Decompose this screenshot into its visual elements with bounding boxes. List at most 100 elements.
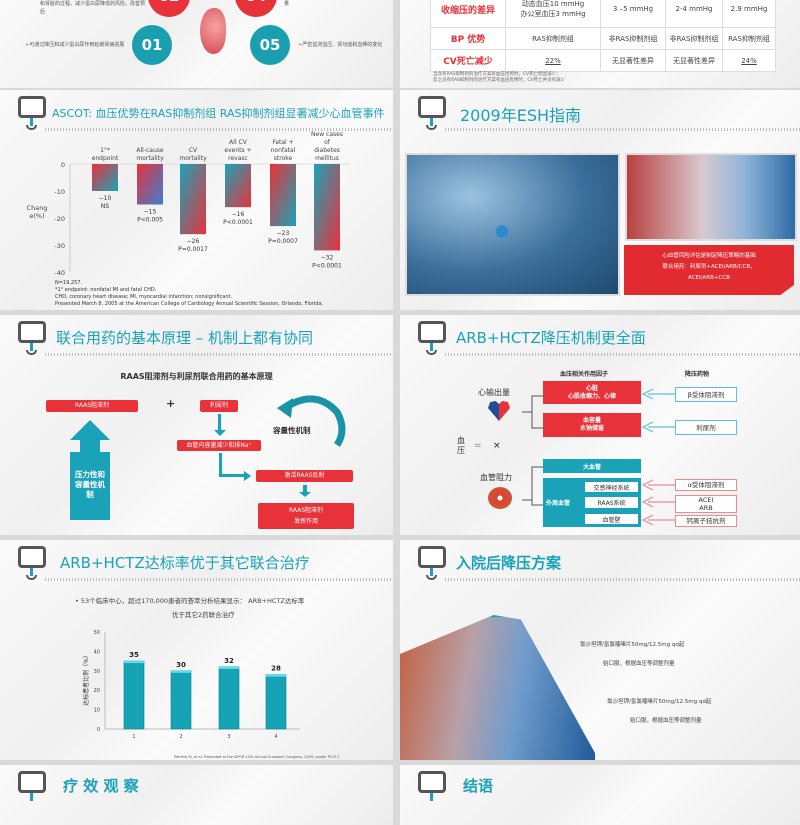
text-right: ➢严密监测血压、肾功能和血钾的变化 xyxy=(298,42,383,48)
note-line: 当含有RAS抑制剂的治疗方案有血压优势时，CV死亡明显减少； xyxy=(433,72,561,77)
slide-conclusion[interactable]: 结语 xyxy=(400,765,800,825)
footnotes: N=19,257. *1° endpoint: nonfatal MI and … xyxy=(55,280,323,308)
table-cell: RAS抑制剂组 xyxy=(722,27,776,50)
slide-esh[interactable]: 2009年ESH指南 心血管风险评估是制定降压策略的基础 联合用药：利尿剂+AC… xyxy=(400,90,800,310)
x-tick-label: 4 xyxy=(274,734,277,740)
slide-comparison-table[interactable]: 收缩压的差异 动态血压10 mmHg 办公室血压3 mmHg 3 –5 mmHg 2-… xyxy=(400,0,800,88)
vessel-wall-box: 血管壁 xyxy=(585,514,638,524)
monitor-stand xyxy=(30,568,33,576)
p-value-label: NS xyxy=(101,203,109,210)
bp-label: 血压 xyxy=(457,436,465,455)
row-label: 收缩压的差异 xyxy=(430,0,506,28)
resistance-label: 血管阻力 xyxy=(480,473,512,482)
monitor-base xyxy=(426,575,437,580)
monitor-stand xyxy=(430,118,433,126)
plan-line: 始口服，根据血压等调整剂量 xyxy=(603,661,675,667)
p-value-label: P<0.0001 xyxy=(223,219,253,226)
category-label: diabetes xyxy=(314,147,340,154)
bar-highlight xyxy=(266,674,286,677)
slide-efficacy[interactable]: 疗 效 观 察 xyxy=(0,765,393,825)
plus-sign: + xyxy=(166,397,176,410)
row-label: CV死亡减少 xyxy=(430,49,506,72)
category-label: nonfatal xyxy=(271,147,296,154)
slide-kidney[interactable]: 和肾脏的过程，减少蛋白尿降低的风险，改善预后 量 02 04 01 05 ➢可通… xyxy=(0,0,393,88)
table-cell: 非RAS抑制剂组 xyxy=(665,27,723,50)
big-arrow-head xyxy=(70,420,110,440)
category-label: Fatal + xyxy=(272,139,293,146)
arrow-elbow xyxy=(219,474,244,477)
acei-label: ACEI xyxy=(698,496,714,504)
monitor-icon xyxy=(18,546,46,568)
comparison-table: 收缩压的差异 动态血压10 mmHg 办公室血压3 mmHg 3 –5 mmHg 2-… xyxy=(430,0,776,72)
p-value-label: P=0.0007 xyxy=(268,238,298,245)
peripheral-label: 外周血管 xyxy=(546,500,571,507)
footnote: Presented March 8, 2005 at the American … xyxy=(55,301,324,307)
factors-header: 血压相关作用因子 xyxy=(560,371,609,378)
category-label: mortality xyxy=(136,155,164,162)
monitor-icon xyxy=(418,96,446,118)
volume-mechanism-label: 容量性机制 xyxy=(273,426,311,435)
p-value-label: P<0.0001 xyxy=(312,262,342,269)
heart-box-sub: 心肌收缩力、心律 xyxy=(567,392,616,400)
table-cell: 无显著性差异 xyxy=(665,49,723,72)
monitor-icon xyxy=(18,321,46,343)
y-tick-label: 30 xyxy=(94,669,100,675)
category-label: 1°* xyxy=(100,147,110,154)
x-tick-label: 1 xyxy=(132,734,135,740)
lab-photo xyxy=(625,153,797,241)
p-value-label: P=0.0017 xyxy=(178,246,208,253)
monitor-base xyxy=(26,125,37,130)
divider xyxy=(445,353,800,356)
table-cell: 24% xyxy=(722,49,776,72)
slide-arb-hctz-rate[interactable]: ARB+HCTZ达标率优于其它联合治疗 • 53个临床中心，超过170,000患… xyxy=(0,540,393,760)
diuretic-drug-box: 利尿剂 xyxy=(675,420,737,435)
arb-label: ARB xyxy=(699,504,713,512)
guideline-line: ACEI/ARB+CCB xyxy=(688,275,730,281)
monitor-icon xyxy=(418,321,446,343)
y-tick-label: -40 xyxy=(54,269,65,277)
volume-box: 血容量 水钠储留 xyxy=(543,413,641,437)
times-sign: × xyxy=(493,441,501,451)
y-tick-label: -20 xyxy=(54,215,65,223)
table-cell: 3 –5 mmHg xyxy=(600,0,666,28)
category-label: endpoint xyxy=(92,155,119,162)
row-label: BP 优势 xyxy=(430,27,506,50)
plan-line: 氯沙坦钾/氢氯噻嗪片50mg/12.5mg qd起 xyxy=(607,699,712,705)
ccb-box: 钙离子拮抗剂 xyxy=(675,515,737,527)
arrow-elbow xyxy=(219,453,222,477)
acei-arb-box: ACEI ARB xyxy=(675,495,737,513)
slide-combination-principle[interactable]: 联合用药的基本原理 – 机制上都有协同 RAAS阻滞剂与利尿剂联合用药的基本原理… xyxy=(0,315,393,535)
slide-ascot[interactable]: ASCOT: 血压优势在RAS抑制剂组 RAS抑制剂组显著减少心血管事件 0 -1… xyxy=(0,90,393,310)
table-cell: 2.9 mmHg xyxy=(722,0,776,28)
slide-title: ARB+HCTZ降压机制更全面 xyxy=(456,329,646,347)
slide-admission-plan[interactable]: 入院后降压方案 氯沙坦钾/氢氯噻嗪片50mg/12.5mg qd起 始口服，根据… xyxy=(400,540,800,760)
y-axis-label: 达标患者比例（%） xyxy=(82,652,90,706)
arrow-down-head xyxy=(299,492,311,497)
kidney-icon xyxy=(200,8,226,54)
y-tick-label: 50 xyxy=(94,630,100,636)
slide-arb-hctz-mechanism[interactable]: ARB+HCTZ降压机制更全面 血压相关作用因子 降压药物 心输出量 血压 = … xyxy=(400,315,800,535)
divider xyxy=(445,128,800,131)
bullet-text-cont: 优于其它2药联合治疗 xyxy=(172,611,235,619)
plan-line: 氯沙坦钾/氢氯噻嗪片50mg/12.5mg qd起 xyxy=(580,642,685,648)
monitor-icon xyxy=(18,771,46,793)
value-label: 35 xyxy=(129,651,139,659)
table-cell: 动态血压10 mmHg 办公室血压3 mmHg xyxy=(505,0,601,28)
monitor-base xyxy=(26,350,37,355)
monitor-stand xyxy=(430,343,433,351)
value-label: −32 xyxy=(321,254,334,261)
monitor-base xyxy=(426,125,437,130)
monitor-stand xyxy=(30,343,33,351)
table-row: BP 优势 RAS抑制剂组 非RAS抑制剂组 非RAS抑制剂组 RAS抑制剂组 xyxy=(430,27,776,50)
activate-raas-box: 激活RAAS反射 xyxy=(256,470,353,482)
bar xyxy=(270,164,296,227)
value-label: −26 xyxy=(187,238,200,245)
monitor-base xyxy=(26,575,37,580)
bar xyxy=(265,674,287,730)
bar xyxy=(314,164,340,251)
raas-blocker-box: RAAS阻滞剂 xyxy=(46,400,138,412)
value-label: −15 xyxy=(144,209,157,216)
y-tick-label: 40 xyxy=(94,649,100,655)
guideline-line: 联合用药：利尿剂+ACEI/ARB/CCB、 xyxy=(662,264,756,270)
table-cell: 无显著性差异 xyxy=(600,49,666,72)
